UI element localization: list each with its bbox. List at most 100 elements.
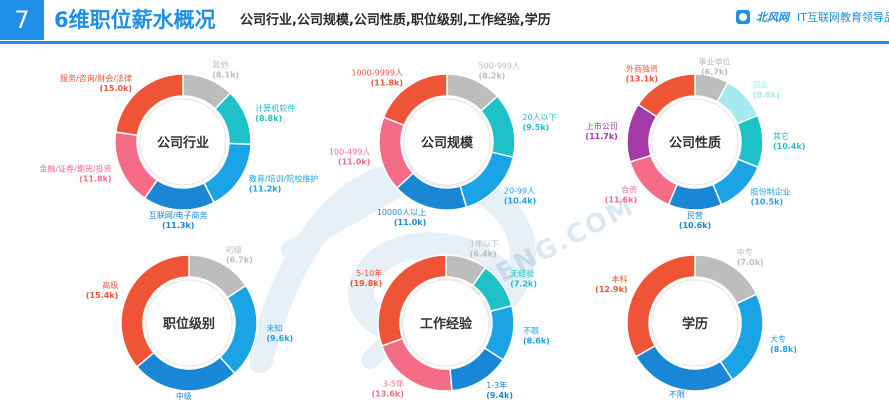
slice-value-label: (8.6k): [523, 336, 550, 345]
slice-value-label: (10.6k): [679, 221, 711, 230]
slice-label: 金融/证券/期货/投资: [39, 163, 111, 173]
slice-label: 5-10年: [356, 268, 382, 278]
slice-value-label: (6.7k): [701, 67, 728, 76]
slice-value-label: (19.8k): [350, 279, 382, 288]
slice-value-label: (9.4k): [486, 391, 513, 400]
slice-value-label: (15.4k): [86, 291, 118, 300]
slice-label: 未知: [266, 323, 282, 333]
pie-slice: [120, 254, 190, 368]
donut-hole: [402, 279, 490, 367]
slice-value-label: (6.7k): [226, 255, 253, 264]
slice-label: 计算机软件: [255, 103, 295, 113]
slice-label: 1年以下: [470, 239, 499, 249]
chart-title: 公司行业: [157, 135, 209, 151]
slice-label: 股份制企业: [751, 187, 791, 197]
pie-slice: [637, 73, 696, 118]
slice-value-label: (11.0k): [338, 157, 370, 166]
chart-title: 职位级别: [163, 316, 215, 332]
pie-slice: [736, 114, 764, 169]
slice-value-label: (13.1k): [626, 74, 658, 83]
slice-value-label: (8.8k): [255, 114, 282, 123]
slice-label: 不限: [523, 326, 539, 335]
chart-title: 公司规模: [421, 135, 474, 151]
slice-label: 大专: [770, 334, 786, 344]
slice-label: 20人以下: [522, 113, 556, 122]
page-subtitle: 公司行业,公司规模,公司性质,职位级别,工作经验,学历: [240, 13, 551, 28]
slice-label: 无经验: [510, 269, 534, 279]
slice-value-label: (9.5k): [522, 123, 549, 132]
slice-value-label: (8.8k): [770, 345, 797, 354]
slice-value-label: (11.8k): [371, 79, 403, 88]
pie-slice: [382, 73, 448, 127]
pie-slice: [114, 73, 184, 137]
slice-label: 3-5年: [383, 379, 404, 389]
slice-value-label: (10.4k): [504, 196, 536, 205]
chart-2: 事业单位(6.7k) 国企(8.8k) 其它(10.4k) 股份制企业(10.5k) 民…: [585, 56, 805, 230]
slice-label: 服务/咨询/财会/法律: [60, 73, 132, 83]
chart-title: 工作经验: [420, 316, 473, 332]
donut-hole: [651, 279, 739, 367]
slice-value-label: (11.0k): [394, 218, 426, 227]
slice-value-label: (12.9k): [595, 285, 627, 294]
slice-value-label: (10.4k): [773, 142, 805, 151]
donut-hole: [145, 279, 233, 367]
slice-label: 事业单位: [698, 56, 730, 66]
slice-label: 互联网/电子商务: [149, 210, 208, 220]
slice-label: 教育/培训/院校维护: [249, 174, 318, 184]
slice-value-label: (11.2k): [249, 185, 281, 194]
chart-4: 1年以下(6.4k) 无经验(7.2k) 不限(8.6k) 1-3年(9.4k) 3-5…: [350, 239, 550, 400]
pie-slice: [377, 254, 447, 347]
slice-value-label: (8.2k): [479, 72, 506, 81]
slice-label: 外商独资: [626, 63, 658, 73]
slice-value-label: (10.5k): [751, 198, 783, 207]
slice-value-label: (8.1k): [212, 71, 239, 80]
brand: 北风网 IT互联网教育领导品牌: [736, 9, 889, 25]
header: 7 6维职位薪水概况 公司行业,公司规模,公司性质,职位级别,工作经验,学历 北…: [0, 0, 889, 44]
slice-value-label: (8.8k): [753, 91, 780, 100]
slice-label: 100-499人: [329, 147, 370, 156]
slice-label: 初级: [226, 244, 242, 254]
slice-value-label: (13.6k): [372, 390, 404, 399]
slice-label: 不限: [669, 390, 685, 399]
slice-label: 国企: [753, 80, 769, 90]
chart-0: 其他(8.1k) 计算机软件(8.8k) 教育/培训/院校维护(11.2k) 互联网/…: [39, 60, 318, 230]
slice-value-label: (11.6k): [605, 195, 637, 204]
slice-value-label: (6.4k): [470, 250, 497, 259]
slice-label: 民营: [687, 210, 703, 220]
slice-label: 本科: [612, 274, 628, 284]
slice-label: 20-99人: [504, 186, 535, 195]
pie-slice: [626, 254, 696, 358]
page-title: 6维职位薪水概况: [54, 8, 216, 32]
slice-value-label: (11.3k): [162, 221, 194, 230]
slice-label: 1000-9999人: [351, 69, 403, 78]
slice-value-label: (9.6k): [266, 334, 293, 343]
header-rule: [0, 41, 889, 44]
slice-value-label: (11.7k): [585, 132, 617, 141]
chart-5: 中专(7.0k)大专(8.8k)不限(10.1k)本科(12.9k)学历: [595, 247, 797, 400]
slide-number: 7: [0, 0, 44, 40]
slice-label: 中级: [176, 391, 192, 400]
slice-label: 500-999人: [479, 62, 520, 71]
slice-value-label: (15.0k): [100, 84, 132, 93]
donut-hole: [651, 98, 739, 186]
slice-value-label: (7.0k): [737, 258, 764, 267]
slice-label: 上市公司: [586, 121, 618, 131]
slice-label: 10000人以上: [377, 208, 426, 217]
donut-hole: [139, 98, 227, 186]
slice-value-label: (7.2k): [510, 280, 537, 289]
chart-title: 学历: [682, 316, 708, 332]
slice-label: 合资: [621, 184, 637, 194]
brand-name: 北风网: [756, 11, 789, 24]
slice-label: 高级: [102, 280, 118, 290]
slice-label: 其它: [773, 131, 789, 141]
donut-hole: [403, 98, 491, 186]
brand-tagline: IT互联网教育领导品牌: [797, 11, 889, 24]
brand-logo-icon: [736, 10, 750, 24]
slice-label: 中专: [737, 247, 753, 257]
slice-value-label: (11.8k): [79, 174, 111, 183]
chart-3: 初级(6.7k)未知(9.6k)中级(10.9k)高级(15.4k)职位级别: [86, 244, 293, 400]
slice-label: 其他: [212, 60, 228, 70]
pie-slice: [667, 183, 723, 211]
chart-1: 500-999人(8.2k) 20人以下(9.5k) 20-99人(10.4k) 10…: [329, 62, 557, 228]
